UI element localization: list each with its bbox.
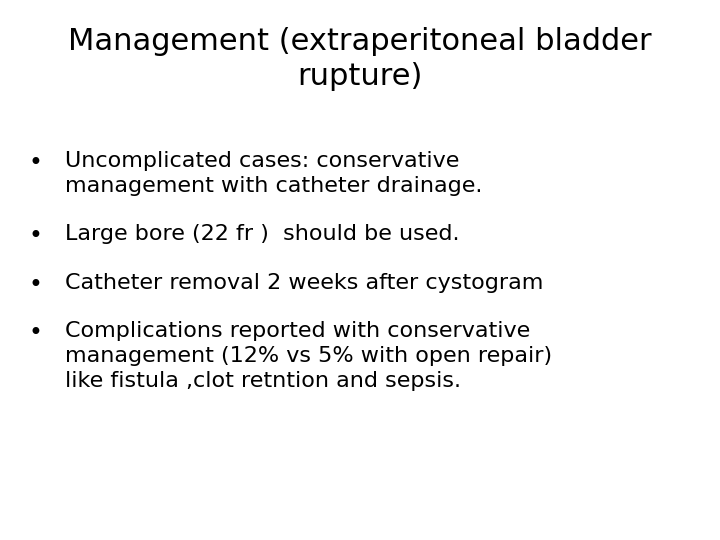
Text: •: • — [29, 273, 42, 296]
Text: •: • — [29, 224, 42, 248]
Text: Complications reported with conservative
management (12% vs 5% with open repair): Complications reported with conservative… — [65, 321, 552, 391]
Text: Uncomplicated cases: conservative
management with catheter drainage.: Uncomplicated cases: conservative manage… — [65, 151, 482, 196]
Text: •: • — [29, 321, 42, 345]
Text: Large bore (22 fr )  should be used.: Large bore (22 fr ) should be used. — [65, 224, 459, 244]
Text: •: • — [29, 151, 42, 175]
Text: Catheter removal 2 weeks after cystogram: Catheter removal 2 weeks after cystogram — [65, 273, 543, 293]
Text: Management (extraperitoneal bladder
rupture): Management (extraperitoneal bladder rupt… — [68, 27, 652, 91]
